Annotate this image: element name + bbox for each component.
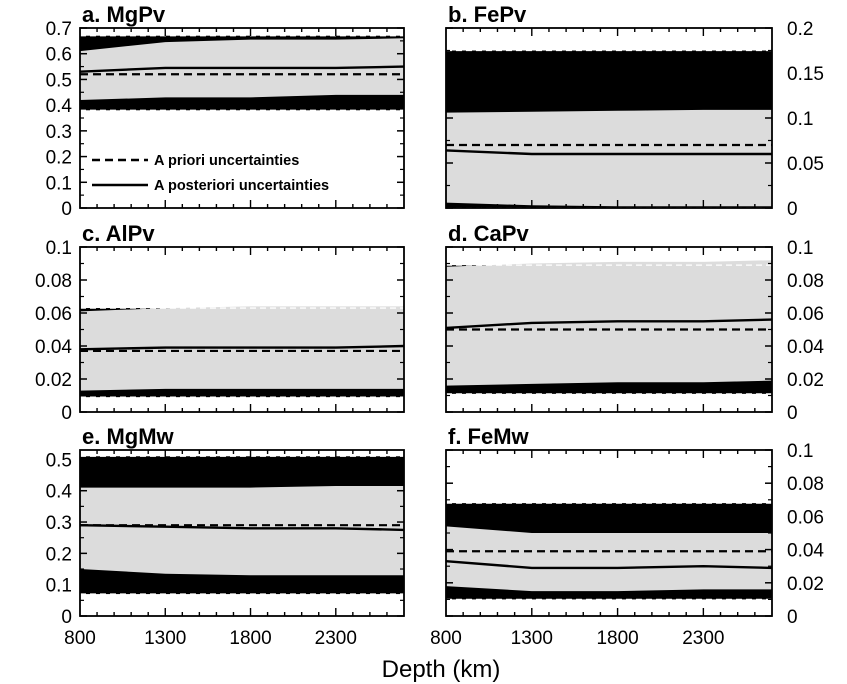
panel-title-d: d. CaPv: [448, 221, 529, 246]
posterior-mean-line-f: [445, 560, 773, 570]
y-tick-label-a: 0.6: [46, 45, 72, 66]
x-tick-label-e: 2300: [315, 628, 357, 649]
y-tick-label-e: 0.4: [46, 482, 73, 503]
y-tick-label-a: 0.4: [46, 96, 73, 117]
panel-a: 0 0.1 0.2 0.3 0.4 0.5 0.6 0.7 a. MgPv: [46, 2, 405, 220]
y-tick-label-f: 0.02: [787, 574, 824, 595]
posterior-band-e: [80, 486, 404, 576]
panel-title-f: f. FeMw: [448, 424, 530, 449]
y-tick-label-b: 0.15: [787, 64, 824, 85]
y-tick-label-a: 0.5: [46, 70, 72, 91]
panel-d: 0 0.02 0.04 0.06 0.08 0.1 d. CaPv: [445, 221, 824, 424]
x-axis-title: Depth (km): [382, 656, 501, 683]
panel-f: 0 0.02 0.04 0.06 0.08 0.1 800 1300 1800 2300 f. Fe…: [430, 424, 824, 649]
x-tick-label-f: 800: [430, 628, 462, 649]
y-tick-label-c: 0.06: [35, 304, 72, 325]
y-tick-label-e: 0: [61, 607, 72, 628]
y-tick-label-f: 0.08: [787, 474, 824, 495]
y-tick-label-e: 0.1: [46, 576, 72, 597]
y-tick-label-c: 0.1: [46, 238, 72, 259]
y-tick-label-a: 0.1: [46, 173, 72, 194]
panel-title-a: a. MgPv: [82, 2, 166, 27]
legend-label-posterior: A posteriori uncertainties: [154, 178, 329, 194]
y-tick-label-d: 0.08: [787, 271, 824, 292]
posterior-band-b: [446, 109, 772, 207]
posterior-mean-line-b: [445, 149, 772, 156]
y-tick-label-f: 0.06: [787, 507, 824, 528]
posterior-mean-line-c: [79, 344, 405, 351]
x-tick-label-e: 1800: [229, 628, 271, 649]
panel-title-c: c. AlPv: [82, 221, 155, 246]
y-tick-label-a: 0.3: [46, 122, 72, 143]
posterior-mean-line-e: [79, 524, 405, 532]
y-tick-label-d: 0.1: [787, 238, 813, 259]
y-tick-label-f: 0.04: [787, 541, 824, 562]
y-tick-label-b: 0: [787, 199, 798, 220]
posterior-band-d: [446, 260, 772, 386]
y-tick-label-c: 0: [61, 403, 72, 424]
y-tick-label-b: 0.2: [787, 19, 813, 40]
x-tick-label-f: 1800: [596, 628, 638, 649]
panel-title-e: e. MgMw: [82, 424, 175, 449]
y-tick-label-f: 0: [787, 607, 798, 628]
y-tick-label-f: 0.1: [787, 441, 813, 462]
legend: A priori uncertainties A posteriori unce…: [92, 153, 329, 194]
y-tick-label-d: 0.06: [787, 304, 824, 325]
y-tick-label-b: 0.05: [787, 154, 824, 175]
x-tick-label-e: 800: [64, 628, 96, 649]
y-tick-label-e: 0.5: [46, 450, 72, 471]
y-tick-label-c: 0.08: [35, 271, 72, 292]
plot-frame-e: [79, 449, 405, 617]
y-tick-label-d: 0.04: [787, 337, 824, 358]
posterior-mean-line-d: [445, 318, 773, 330]
y-tick-label-c: 0.04: [35, 337, 72, 358]
y-tick-label-c: 0.02: [35, 370, 72, 391]
y-tick-label-e: 0.3: [46, 513, 72, 534]
x-tick-label-f: 1300: [511, 628, 553, 649]
y-tick-label-d: 0.02: [787, 370, 824, 391]
y-tick-label-a: 0.7: [46, 19, 72, 40]
y-tick-label-a: 0: [61, 199, 72, 220]
y-tick-label-d: 0: [787, 403, 798, 424]
posterior-band-a: [80, 38, 404, 100]
panel-c: 0 0.02 0.04 0.06 0.08 0.1 c. AlPv: [35, 221, 405, 424]
y-tick-label-a: 0.2: [46, 148, 72, 169]
legend-label-prior: A priori uncertainties: [154, 153, 299, 169]
x-tick-label-f: 2300: [682, 628, 724, 649]
posterior-band-f: [446, 526, 772, 592]
x-tick-label-e: 1300: [144, 628, 186, 649]
panels-layer: 0 0.1 0.2 0.3 0.4 0.5 0.6 0.7 a. MgPv 0 0.05 0.1 0.1…: [35, 2, 824, 649]
panel-b: 0 0.05 0.1 0.15 0.2 b. FePv: [445, 2, 824, 220]
posterior-mean-line-a: [79, 65, 405, 73]
panel-title-b: b. FePv: [448, 2, 527, 27]
y-tick-label-e: 0.2: [46, 544, 72, 565]
panel-e: 0 0.1 0.2 0.3 0.4 0.5 800 1300 1800 2300 e. MgMw: [46, 424, 405, 649]
y-tick-label-b: 0.1: [787, 109, 813, 130]
